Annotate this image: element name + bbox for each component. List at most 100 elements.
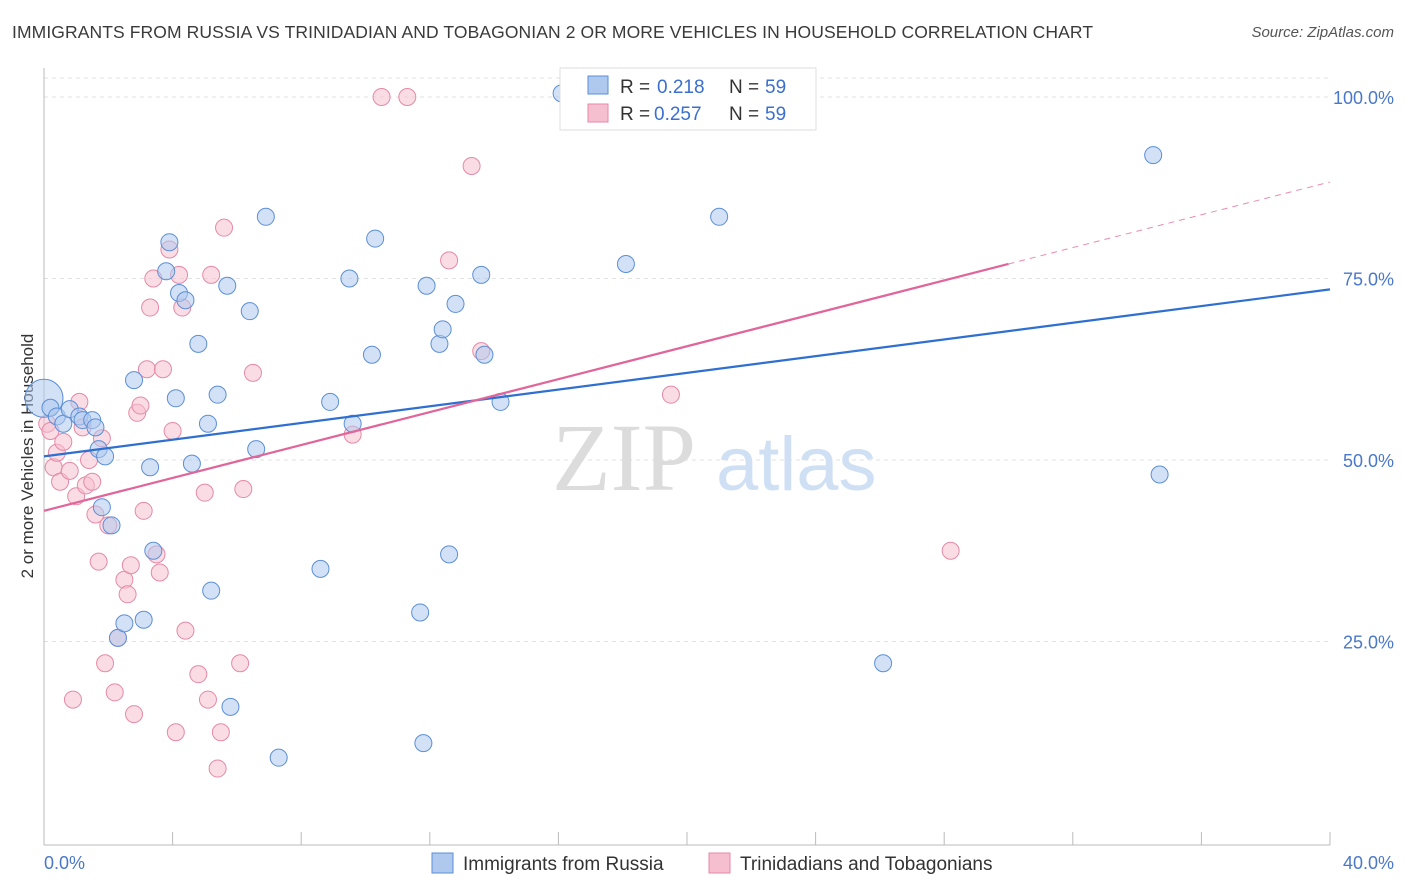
point-trinidad: [661, 385, 680, 404]
point-trinidad: [60, 461, 79, 480]
point-russia: [472, 265, 491, 284]
point-trinidad: [63, 690, 82, 709]
y-tick-label: 50.0%: [1343, 451, 1394, 471]
point-trinidad: [166, 723, 185, 742]
point-trinidad: [941, 541, 960, 560]
point-russia: [160, 233, 179, 252]
legend-n-label-2: N =: [729, 104, 759, 125]
x-tick-label-max: 40.0%: [1343, 853, 1394, 873]
point-trinidad: [125, 705, 144, 724]
legend-r-label-1: R =: [620, 77, 650, 98]
point-trinidad: [131, 396, 150, 415]
point-russia: [475, 345, 494, 364]
y-tick-labels: 25.0% 50.0% 75.0% 100.0%: [1333, 88, 1394, 653]
bottom-legend: Immigrants from Russia Trinidadians and …: [431, 852, 992, 875]
legend-r-label-2: R =: [620, 104, 650, 125]
trend-line-trinidad: [1008, 181, 1331, 265]
point-trinidad: [134, 501, 153, 520]
legend-n-value-2: 59: [765, 104, 786, 125]
y-tick-label: 100.0%: [1333, 88, 1394, 108]
point-russia: [1144, 146, 1163, 165]
point-russia: [92, 498, 111, 517]
point-russia: [96, 447, 115, 466]
point-russia: [102, 516, 121, 535]
trend-line-trinidad: [43, 262, 1009, 512]
point-russia: [115, 614, 134, 633]
point-trinidad: [215, 218, 234, 237]
point-russia: [189, 334, 208, 353]
point-russia: [710, 207, 729, 226]
point-russia: [221, 697, 240, 716]
trend-line-russia: [43, 288, 1331, 458]
point-trinidad: [462, 156, 481, 175]
point-russia: [340, 269, 359, 288]
point-russia: [166, 389, 185, 408]
point-trinidad: [243, 363, 262, 382]
point-russia: [1150, 465, 1169, 484]
legend-r-value-2: 0.257: [654, 104, 702, 125]
trend-lines: [43, 181, 1331, 512]
point-russia: [414, 734, 433, 753]
point-russia: [134, 610, 153, 629]
point-russia: [433, 320, 452, 339]
point-trinidad: [208, 759, 227, 778]
bottom-legend-swatch-russia: [431, 852, 454, 874]
point-russia: [218, 276, 237, 295]
series-russia-points: [24, 84, 1169, 767]
point-trinidad: [440, 251, 459, 270]
legend-swatch-russia: [587, 75, 609, 95]
point-russia: [440, 545, 459, 564]
point-russia: [144, 541, 163, 560]
point-trinidad: [234, 480, 253, 499]
point-russia: [157, 262, 176, 281]
point-russia: [202, 581, 221, 600]
point-russia: [240, 302, 259, 321]
point-russia: [321, 392, 340, 411]
point-trinidad: [231, 654, 250, 673]
x-tick-label-min: 0.0%: [44, 853, 85, 873]
bottom-legend-swatch-trinidad: [708, 852, 731, 874]
point-russia: [141, 458, 160, 477]
legend-swatch-trinidad: [587, 103, 609, 123]
point-russia: [417, 276, 436, 295]
point-trinidad: [189, 665, 208, 684]
point-trinidad: [198, 690, 217, 709]
bottom-legend-label-russia: Immigrants from Russia: [463, 854, 664, 875]
point-trinidad: [195, 483, 214, 502]
point-trinidad: [54, 432, 73, 451]
legend-r-value-1: 0.218: [657, 77, 705, 98]
watermark: ZIP atlas: [552, 404, 877, 511]
legend: R = 0.218 N = 59 R = 0.257 N = 59: [559, 67, 817, 131]
point-russia: [208, 385, 227, 404]
point-russia: [269, 748, 288, 767]
point-trinidad: [141, 298, 160, 317]
point-russia: [411, 603, 430, 622]
point-trinidad: [118, 585, 137, 604]
point-russia: [311, 559, 330, 578]
series-trinidadians-points: [38, 88, 960, 778]
point-russia: [125, 371, 144, 390]
point-russia: [86, 418, 105, 437]
source-credit: Source: ZipAtlas.com: [1251, 24, 1394, 41]
x-axis-ticks: [43, 832, 1331, 845]
y-tick-label: 25.0%: [1343, 633, 1394, 653]
point-trinidad: [153, 360, 172, 379]
legend-n-value-1: 59: [765, 77, 786, 98]
point-trinidad: [211, 723, 230, 742]
point-trinidad: [89, 552, 108, 571]
point-russia: [198, 414, 217, 433]
gridlines: [44, 77, 1330, 642]
point-trinidad: [105, 683, 124, 702]
point-russia: [182, 454, 201, 473]
point-russia: [446, 294, 465, 313]
point-trinidad: [121, 556, 140, 575]
point-trinidad: [176, 621, 195, 640]
point-russia: [256, 207, 275, 226]
watermark-atlas: atlas: [716, 422, 877, 507]
y-tick-label: 75.0%: [1343, 270, 1394, 290]
point-russia: [176, 291, 195, 310]
point-russia: [874, 654, 893, 673]
bottom-legend-label-trinidad: Trinidadians and Tobagonians: [740, 854, 992, 875]
point-russia: [616, 254, 635, 273]
